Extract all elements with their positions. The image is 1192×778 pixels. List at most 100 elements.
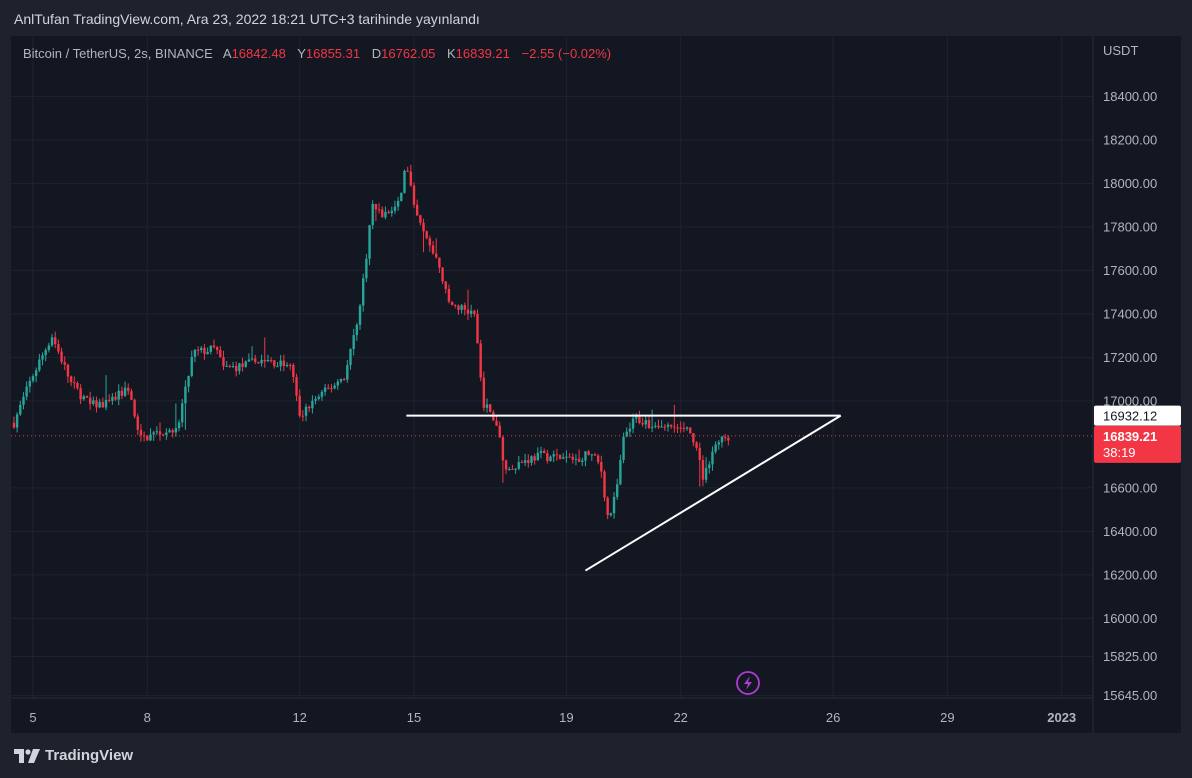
candle: [346, 360, 349, 383]
candle: [565, 450, 568, 463]
candle: [450, 301, 454, 306]
candle: [508, 466, 511, 471]
candle: [625, 427, 628, 438]
candle: [190, 350, 193, 378]
x-tick-label: 26: [826, 710, 840, 725]
candle: [95, 396, 98, 413]
candle: [387, 209, 390, 214]
candle: [701, 455, 705, 487]
candle: [171, 428, 174, 438]
candle: [19, 400, 22, 416]
tradingview-logo-icon: [14, 748, 40, 763]
last-price-text: 16839.21: [1103, 429, 1157, 444]
candle: [574, 454, 578, 466]
candle: [282, 354, 286, 372]
candle: [339, 378, 343, 384]
y-tick-label: 16000.00: [1103, 611, 1157, 626]
y-tick-label: 18200.00: [1103, 132, 1157, 147]
candle: [219, 346, 222, 358]
candle: [73, 376, 76, 389]
candles: [12, 164, 730, 520]
x-tick-label: 29: [940, 710, 954, 725]
candle: [177, 419, 181, 432]
candle: [631, 413, 635, 434]
candle: [88, 391, 92, 410]
lightning-icon[interactable]: [736, 671, 760, 695]
candle: [511, 464, 514, 470]
candle: [358, 303, 362, 330]
candle: [85, 395, 89, 398]
x-tick-label: 5: [29, 710, 36, 725]
candle: [244, 360, 247, 368]
tradingview-brand[interactable]: TradingView: [14, 747, 133, 764]
chart-area[interactable]: USDT 18400.00 18200.00 18000.00 17800.00 1760…: [11, 36, 1181, 733]
drawings[interactable]: [11, 414, 1093, 572]
candle: [108, 394, 111, 403]
candle: [47, 342, 51, 353]
price-chart[interactable]: USDT 18400.00 18200.00 18000.00 17800.00 1760…: [11, 36, 1181, 733]
candle: [622, 432, 625, 464]
candle: [650, 409, 654, 433]
candle: [225, 361, 228, 367]
candle: [15, 412, 19, 433]
y-tick-label: 18000.00: [1103, 176, 1157, 191]
candle: [435, 238, 438, 259]
y-tick-label: 17800.00: [1103, 219, 1157, 234]
candle: [469, 304, 473, 318]
symbol-name[interactable]: Bitcoin / TetherUS, 2s, BINANCE: [23, 46, 213, 61]
candle: [536, 447, 540, 461]
candle: [542, 448, 546, 454]
candle: [577, 449, 581, 463]
candle: [476, 309, 479, 344]
close-value: 16839.21: [455, 46, 510, 61]
candle: [527, 454, 530, 468]
candle: [600, 455, 603, 478]
candle: [292, 363, 295, 383]
candle: [12, 416, 16, 429]
candle: [301, 410, 305, 422]
candle: [403, 169, 406, 194]
candle: [142, 431, 146, 442]
candle: [609, 512, 613, 517]
candle: [38, 353, 41, 373]
ascending-trendline[interactable]: [584, 414, 842, 572]
level-price-badge: [1094, 405, 1181, 426]
candle: [603, 469, 606, 502]
candle: [181, 398, 184, 428]
candle: [260, 354, 263, 367]
candle: [266, 354, 270, 362]
y-tick-label: 17200.00: [1103, 350, 1157, 365]
candle: [349, 348, 352, 370]
candle: [139, 423, 143, 442]
publication-note: AnlTufan TradingView.com, Ara 23, 2022 1…: [14, 11, 480, 27]
candle: [323, 383, 327, 396]
candle: [82, 394, 85, 401]
y-tick-label: 17000.00: [1103, 393, 1157, 408]
candle: [165, 428, 168, 440]
candle: [533, 453, 536, 465]
candle: [31, 373, 35, 384]
candle: [104, 375, 108, 411]
candle: [720, 435, 724, 448]
candle: [415, 199, 419, 217]
candle: [311, 395, 314, 414]
candle: [152, 430, 155, 441]
candle: [689, 427, 692, 434]
candle: [530, 455, 533, 466]
candle: [546, 449, 549, 464]
candle: [708, 461, 711, 474]
candle: [438, 257, 441, 273]
candle: [473, 309, 476, 317]
candle: [215, 346, 219, 355]
candle: [479, 339, 482, 382]
candle: [22, 392, 25, 410]
x-tick-label: 19: [559, 710, 573, 725]
candle: [587, 449, 590, 456]
price-axis-panel[interactable]: [1093, 36, 1181, 733]
candle: [123, 381, 127, 398]
candle: [212, 339, 216, 349]
candle: [520, 459, 524, 464]
candle: [158, 422, 162, 441]
candle: [692, 432, 695, 447]
candle: [704, 457, 708, 483]
